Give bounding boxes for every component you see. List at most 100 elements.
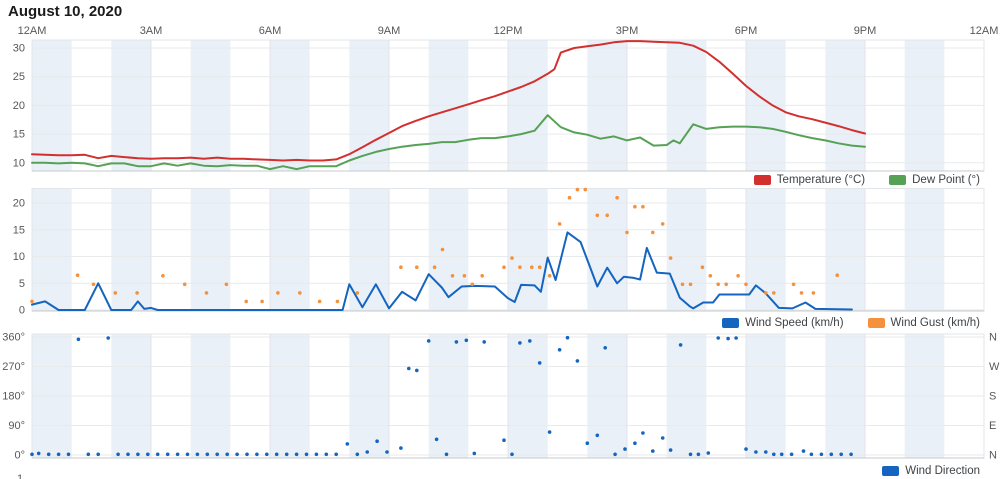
- y-tick-label: 0°: [14, 450, 25, 462]
- legend-wind-gust-km-h[interactable]: Wind Gust (km/h): [867, 317, 980, 329]
- wind-direction-point: [565, 335, 570, 340]
- legend-dew-point[interactable]: Dew Point (°): [889, 174, 980, 186]
- compass-tick-label: W: [989, 361, 1000, 373]
- wind-chart-legend: Wind Speed (km/h) Wind Gust (km/h): [722, 316, 980, 330]
- wind-gust-km-h-point: [244, 299, 248, 304]
- wind-gust-km-h-point: [641, 204, 645, 209]
- wind-gust-km-h-point: [224, 282, 229, 287]
- legend-wind-speed-km-h[interactable]: Wind Speed (km/h): [722, 317, 844, 329]
- wind-gust-km-h-point: [583, 187, 588, 192]
- wind-direction-point: [426, 339, 431, 343]
- wind-gust-km-h-point: [547, 274, 552, 278]
- wind-gust-km-h-point: [135, 291, 139, 295]
- wind-direction-point: [205, 452, 210, 457]
- wind-gust-km-h-point: [772, 291, 776, 295]
- wind-direction-point: [136, 452, 140, 457]
- wind-direction-point: [345, 442, 350, 446]
- wind-gust-km-h-point: [537, 265, 542, 270]
- wind-direction-point: [314, 452, 319, 457]
- compass-tick-label: E: [989, 420, 996, 432]
- wind-gust-km-h-point: [440, 247, 445, 252]
- y-tick-label: 90°: [8, 420, 25, 432]
- wind-gust-km-h-point: [432, 265, 437, 270]
- wind-direction-point: [801, 449, 806, 453]
- y-tick-label: 20: [13, 100, 25, 112]
- compass-tick-label: N: [989, 331, 997, 343]
- legend-wind-direction[interactable]: Wind Direction: [882, 465, 980, 477]
- wind-direction-point: [324, 452, 329, 457]
- wind-gust-km-h-point: [651, 230, 655, 235]
- x-tick-label: 9PM: [853, 25, 877, 37]
- wind-gust-km-h-point: [615, 195, 619, 200]
- wind-direction-point: [502, 438, 506, 443]
- x-tick-label: 3PM: [615, 25, 639, 37]
- wind-direction-point: [36, 451, 41, 456]
- wind-speed-and-wind-gust-chart: 0 5 10 15 20: [13, 187, 985, 317]
- legend-temperature-c[interactable]: Temperature (°C): [753, 174, 866, 186]
- legend-label: Temperature (°C): [776, 174, 866, 186]
- wind-direction-point: [375, 439, 379, 444]
- wind-gust-km-h-point: [736, 274, 740, 278]
- wind-direction-point: [734, 336, 738, 340]
- legend-label: Dew Point (°): [912, 174, 980, 186]
- dew-point-line: [31, 114, 866, 171]
- temperature-chart-legend: Temperature (°C) Dew Point (°): [753, 173, 980, 187]
- hour-band: [428, 188, 469, 311]
- wind-direction-point: [726, 336, 730, 341]
- wind-gust-km-h-point: [113, 291, 118, 295]
- wind-gust-km-h-point: [335, 299, 340, 304]
- wind-gust-km-h-point: [811, 291, 816, 295]
- wind-gust-km-h-point: [204, 291, 209, 295]
- wind-gust-km-h-point: [91, 282, 96, 287]
- wind-direction-point: [633, 441, 637, 446]
- legend-label: Wind Speed (km/h): [745, 317, 844, 329]
- wind-direction-point: [764, 450, 768, 454]
- wind-gust-km-h-point: [764, 291, 768, 295]
- wind-direction-point: [175, 452, 180, 457]
- wind-direction-point: [155, 452, 160, 457]
- wind-direction-chart-legend: Wind Direction: [882, 464, 980, 478]
- wind-gust-km-h-point: [510, 256, 514, 260]
- wind-direction-point: [706, 451, 711, 455]
- hour-band: [270, 188, 310, 311]
- wind-direction-point: [603, 346, 607, 350]
- wind-gust-km-h-point: [399, 265, 403, 270]
- wind-direction-point: [334, 452, 339, 457]
- x-tick-label: 9AM: [377, 25, 401, 37]
- wind-gust-km-h-point: [415, 265, 419, 270]
- wind-direction-point: [547, 430, 552, 434]
- wind-direction-point: [839, 452, 843, 457]
- wind-gust-km-h-point: [835, 273, 839, 278]
- wind-direction-point: [56, 452, 61, 457]
- wind-direction-point: [225, 452, 229, 457]
- wind-direction-point: [116, 452, 120, 457]
- wind-direction-point: [641, 431, 645, 435]
- y-tick-label: 15: [13, 224, 25, 236]
- wind-direction-point: [809, 452, 814, 457]
- wind-direction-point: [235, 452, 239, 457]
- wind-direction-point: [46, 452, 51, 457]
- wind-direction-point: [265, 452, 269, 457]
- wind-gust-km-h-point: [605, 213, 609, 218]
- wind-gust-km-h-point: [470, 282, 475, 287]
- wind-gust-km-h-point: [298, 291, 302, 295]
- wind-direction-point: [407, 366, 411, 371]
- wind-direction-point: [86, 452, 91, 457]
- hour-band: [587, 188, 627, 311]
- wind-direction-point: [744, 447, 748, 451]
- y-tick-label: 15: [13, 129, 25, 141]
- wind-direction-point: [651, 449, 655, 453]
- wind-gust-km-h-point: [518, 265, 522, 270]
- y-tick-label: 180°: [2, 390, 25, 402]
- wind-gust-km-h-point: [625, 230, 629, 235]
- hour-band: [904, 188, 945, 311]
- wind-direction-point: [66, 452, 71, 457]
- y-tick-label: 30: [13, 43, 25, 55]
- temperature-c-swatch-icon: [753, 175, 771, 185]
- wind-gust-km-h-point: [688, 282, 693, 287]
- hour-band: [825, 188, 865, 311]
- wind-direction-point: [678, 343, 683, 347]
- wind-direction-point: [415, 368, 419, 373]
- wind-direction-point: [754, 450, 758, 454]
- compass-tick-label: S: [989, 390, 996, 402]
